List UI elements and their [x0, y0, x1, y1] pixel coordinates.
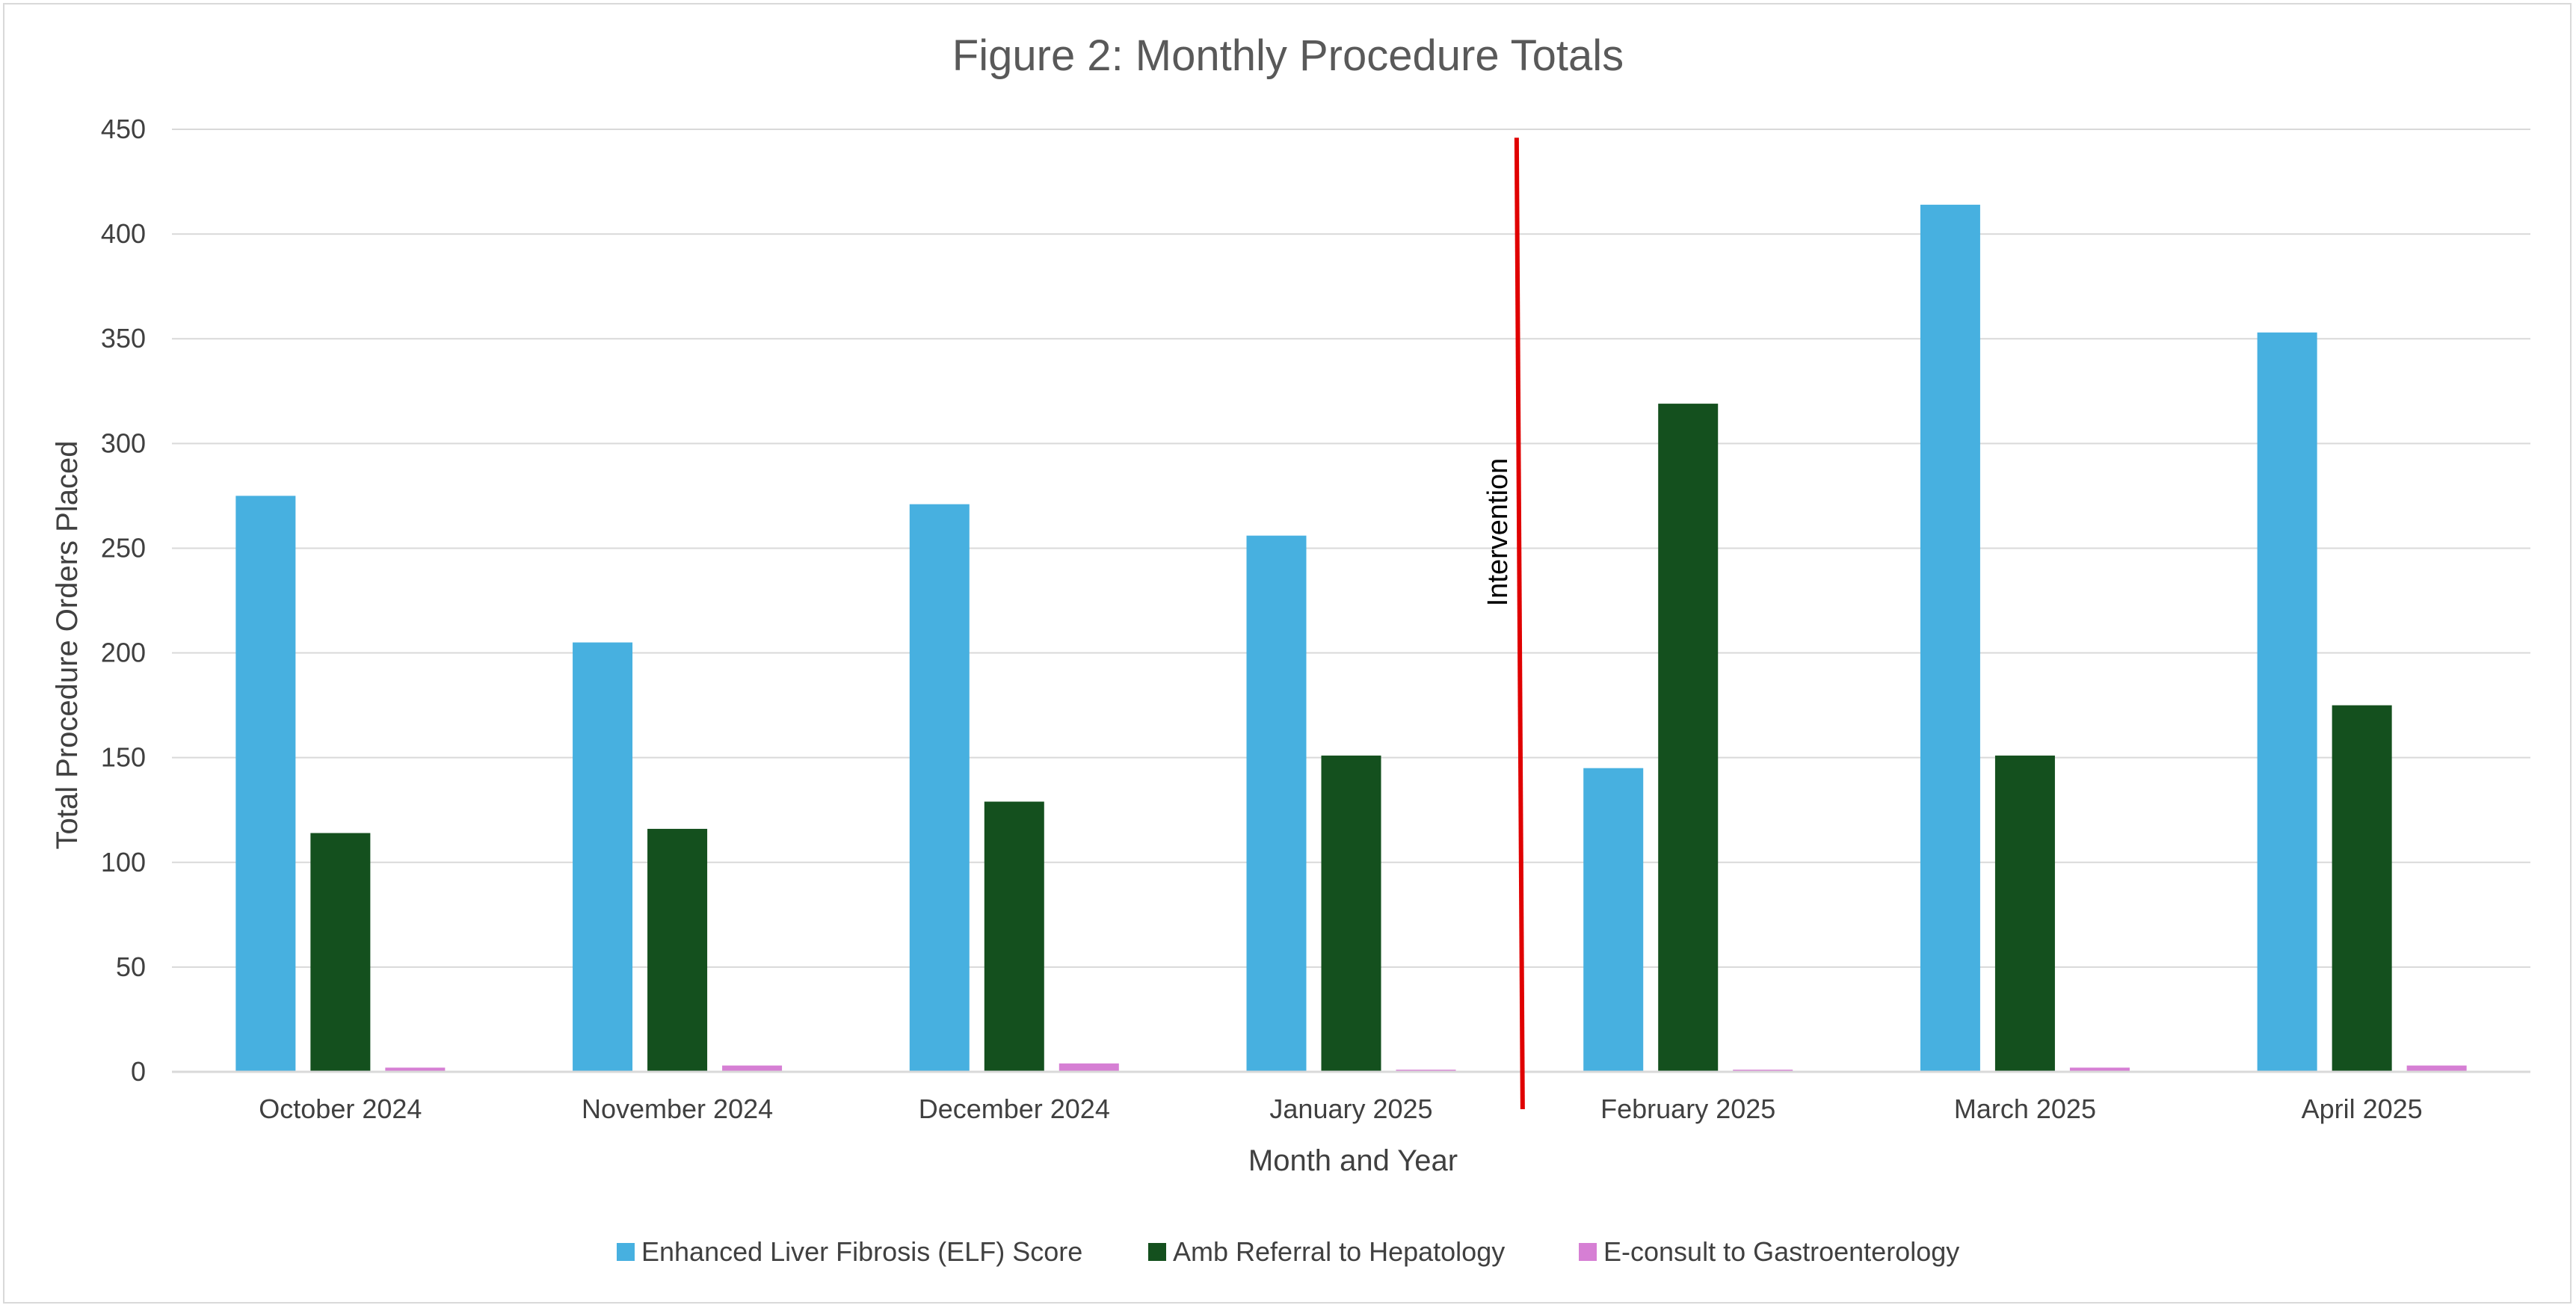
- gridlines: [172, 129, 2530, 968]
- y-axis-title: Total Procedure Orders Placed: [51, 441, 84, 850]
- y-tick-label: 450: [101, 114, 146, 144]
- intervention-label: Intervention: [1482, 458, 1514, 607]
- y-tick-label: 0: [131, 1056, 146, 1087]
- legend-swatch: [1148, 1243, 1166, 1261]
- y-tick-label: 250: [101, 532, 146, 563]
- x-tick-label: October 2024: [259, 1093, 422, 1124]
- bar: [909, 504, 970, 1072]
- y-tick-label: 50: [116, 951, 146, 982]
- bars: [235, 204, 2467, 1072]
- legend-label: Enhanced Liver Fibrosis (ELF) Score: [641, 1236, 1082, 1267]
- bar: [722, 1065, 783, 1072]
- y-tick-label: 150: [101, 742, 146, 773]
- bar: [2257, 332, 2317, 1072]
- bar: [385, 1067, 446, 1072]
- bar: [984, 801, 1044, 1072]
- bar: [647, 828, 708, 1072]
- bar: [2069, 1067, 2130, 1072]
- bar: [2406, 1065, 2467, 1072]
- bar: [1658, 404, 1719, 1072]
- intervention-annotation: Intervention: [1482, 138, 1525, 1110]
- legend-label: E-consult to Gastroenterology: [1603, 1236, 1959, 1267]
- legend-swatch: [617, 1243, 635, 1261]
- x-tick-label: February 2025: [1600, 1093, 1775, 1124]
- y-tick-label: 400: [101, 218, 146, 249]
- y-tick-label: 100: [101, 847, 146, 877]
- legend: Enhanced Liver Fibrosis (ELF) Score Amb R…: [617, 1236, 1959, 1267]
- legend-label: Amb Referral to Hepatology: [1173, 1236, 1505, 1267]
- y-tick-label: 200: [101, 638, 146, 668]
- y-tick-labels: 0 50 100 150 200 250 300 350 400 450: [101, 114, 146, 1087]
- bar: [2332, 705, 2392, 1072]
- bar: [1059, 1063, 1119, 1072]
- bar: [1994, 755, 2055, 1072]
- y-tick-label: 300: [101, 428, 146, 458]
- x-tick-label: December 2024: [919, 1093, 1110, 1124]
- x-tick-label: April 2025: [2302, 1093, 2423, 1124]
- y-tick-label: 350: [101, 323, 146, 354]
- x-tick-labels: October 2024 November 2024 December 2024 Ja…: [259, 1093, 2422, 1124]
- bar: [1920, 204, 1980, 1072]
- x-axis-title: Month and Year: [1248, 1144, 1458, 1177]
- intervention-line: [1514, 138, 1525, 1110]
- x-tick-label: March 2025: [1954, 1093, 2096, 1124]
- x-tick-label: November 2024: [582, 1093, 773, 1124]
- x-tick-label: January 2025: [1269, 1093, 1432, 1124]
- chart-title: Figure 2: Monthly Procedure Totals: [952, 31, 1624, 80]
- bar: [1246, 535, 1307, 1072]
- bar: [573, 642, 633, 1072]
- legend-swatch: [1579, 1243, 1597, 1261]
- bar: [310, 833, 371, 1072]
- bar: [1583, 768, 1644, 1072]
- bar: [235, 496, 296, 1072]
- bar: [1321, 755, 1381, 1072]
